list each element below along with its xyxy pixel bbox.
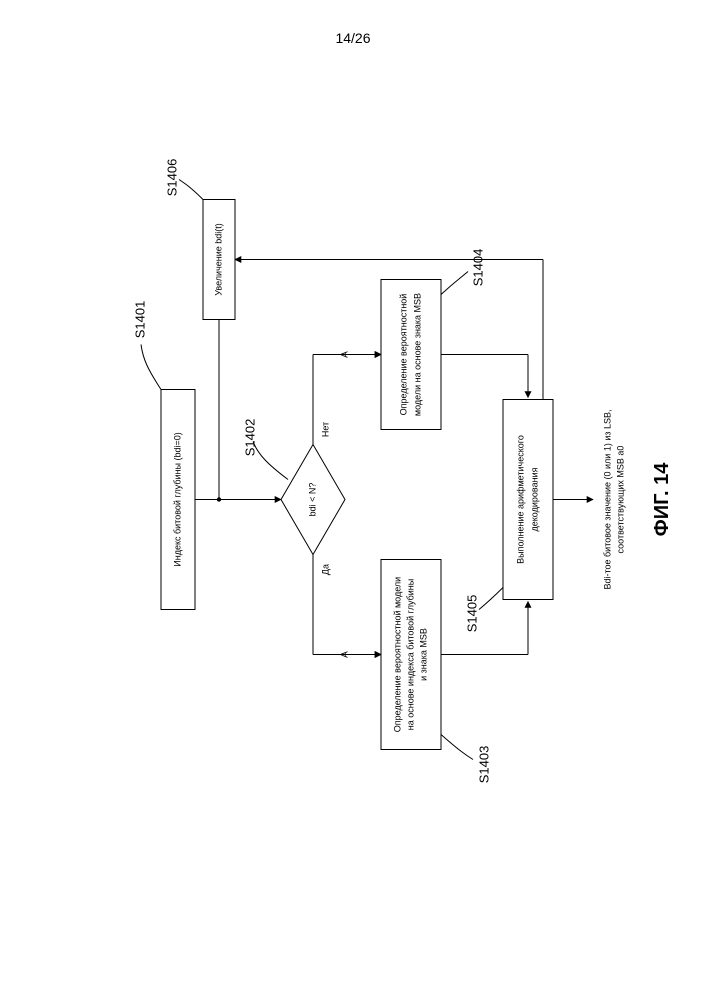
a-s1403: A [340, 651, 351, 658]
s1403-l3: и знака MSB [418, 628, 428, 681]
text-s1401: Индекс битовой глубины (bdi=0) [172, 432, 182, 566]
s1403-l1: Определение вероятностной модели [392, 577, 402, 732]
label-s1402: S1402 [242, 419, 257, 457]
text-s1406: Увеличение bdi(t) [213, 223, 223, 296]
s1404-l2: модели на основе знака MSB [412, 293, 422, 416]
label-yes: Да [320, 564, 330, 575]
s1405-l1: Выполнение арифметического [515, 435, 525, 564]
label-no: Нет [320, 422, 330, 437]
box-s1404 [381, 280, 441, 430]
label-s1401: S1401 [132, 301, 147, 339]
text-s1402: bdi < N? [307, 483, 317, 517]
label-s1404: S1404 [470, 249, 485, 287]
s1403-l2: на основе индекса битовой глубины [405, 579, 415, 730]
junction-dot [217, 497, 221, 501]
label-s1405: S1405 [464, 595, 479, 633]
figure-caption: ФИГ. 14 [651, 462, 673, 537]
output-l2: соответствующих MSB a0 [615, 446, 625, 554]
flowchart-svg: Индекс битовой глубины (bdi=0) S1401 bdi… [0, 0, 706, 999]
s1405-l2: декодирования [529, 467, 539, 531]
s1404-l1: Определение вероятностной [398, 294, 408, 416]
output-l1: Bdi-тое битовое значение (0 или 1) из LS… [602, 409, 612, 589]
a-s1404: A [340, 351, 351, 358]
label-s1406: S1406 [164, 159, 179, 197]
label-s1403: S1403 [476, 746, 491, 784]
box-s1405 [503, 400, 553, 600]
